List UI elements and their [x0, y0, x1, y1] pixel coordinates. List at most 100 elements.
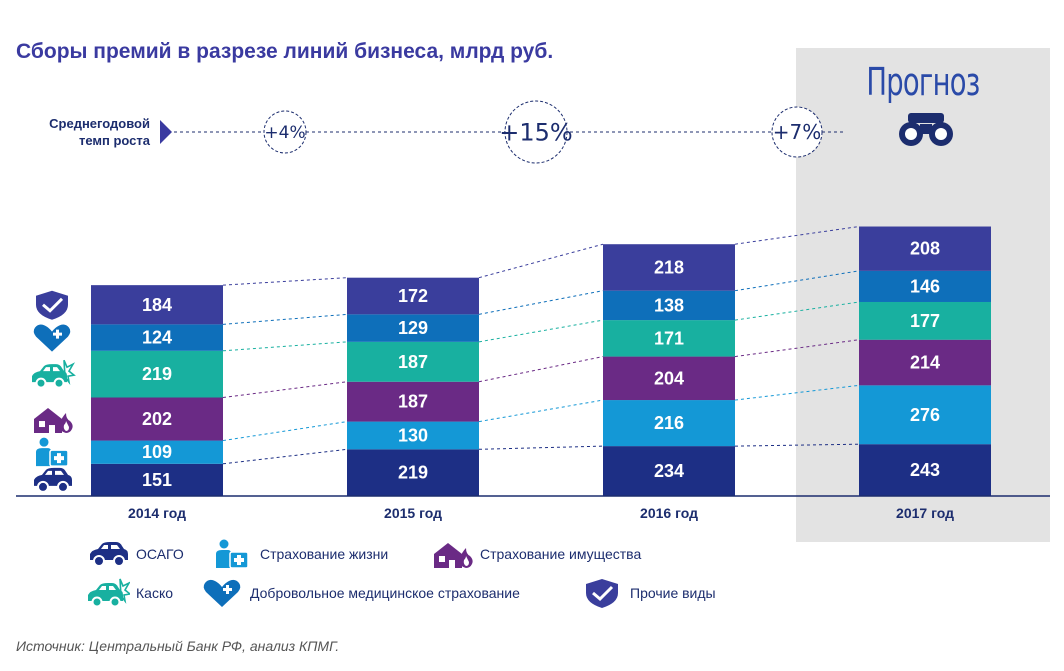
cagr-arrow-icon	[160, 120, 172, 144]
cagr-value: +4%	[264, 123, 305, 143]
value-label-life-4: 276	[910, 405, 940, 425]
connector-kasko	[478, 319, 604, 343]
bar-dms-1	[91, 324, 223, 351]
value-label-property-4: 214	[910, 353, 940, 373]
connector-osago	[734, 443, 860, 447]
value-label-osago-3: 234	[654, 461, 684, 481]
connector-kasko	[734, 301, 860, 321]
value-label-property-1: 202	[142, 409, 172, 429]
connector-other	[222, 277, 348, 286]
value-label-property-2: 187	[398, 392, 428, 412]
legend-label: Добровольное медицинское страхование	[250, 585, 520, 601]
legend-label: ОСАГО	[136, 546, 184, 562]
legend-item-kasko: Каско	[86, 577, 173, 609]
bar-property-1	[91, 397, 223, 441]
value-label-dms-3: 138	[654, 295, 684, 315]
bar-other-3	[603, 244, 735, 291]
connector-property	[734, 339, 860, 358]
source-note: Источник: Центральный Банк РФ, анализ КП…	[16, 638, 340, 654]
value-label-kasko-2: 187	[398, 352, 428, 372]
category-label: 2017 год	[896, 505, 954, 521]
connector-life	[222, 421, 348, 442]
house-fire-icon	[434, 543, 473, 568]
connector-life	[478, 399, 604, 423]
value-label-osago-1: 151	[142, 470, 172, 490]
category-label: 2014 год	[128, 505, 186, 521]
category-label: 2015 год	[384, 505, 442, 521]
car-crash-icon	[88, 578, 130, 608]
bar-dms-2	[347, 314, 479, 342]
bar-dms-3	[603, 290, 735, 321]
value-label-life-3: 216	[654, 413, 684, 433]
value-label-kasko-1: 219	[142, 364, 172, 384]
cagr-value: +15%	[499, 119, 572, 147]
forecast-label: Прогноз	[866, 60, 980, 104]
legend-label: Каско	[136, 585, 174, 601]
connector-life	[734, 384, 860, 401]
connector-dms	[734, 270, 860, 292]
shield-check-icon	[586, 579, 618, 608]
value-label-other-4: 208	[910, 239, 940, 259]
bar-life-4	[859, 385, 991, 445]
car-crash-icon	[32, 359, 76, 389]
house-fire-icon	[34, 408, 73, 434]
cagr-circle	[771, 106, 823, 158]
value-label-dms-1: 124	[142, 328, 172, 348]
legend-label: Прочие виды	[630, 585, 716, 601]
bar-life-2	[347, 421, 479, 450]
value-label-osago-2: 219	[398, 463, 428, 483]
connector-other	[734, 226, 860, 245]
bar-kasko-4	[859, 301, 991, 340]
value-label-osago-4: 243	[910, 460, 940, 480]
bar-life-3	[603, 400, 735, 447]
connector-property	[222, 381, 348, 398]
bar-life-1	[91, 440, 223, 464]
bar-other-1	[91, 285, 223, 325]
connector-osago	[222, 448, 348, 465]
legend-label: Страхование имущества	[480, 546, 642, 562]
category-label: 2016 год	[640, 505, 698, 521]
bar-other-4	[859, 226, 991, 271]
person-plus-icon	[216, 539, 249, 569]
value-label-other-2: 172	[398, 286, 428, 306]
bar-other-2	[347, 277, 479, 315]
value-label-dms-4: 146	[910, 276, 940, 296]
legend-item-osago: ОСАГО	[86, 538, 184, 570]
value-label-kasko-3: 171	[654, 328, 684, 348]
car-icon	[34, 467, 72, 493]
cagr-label-line2: темп роста	[78, 133, 150, 148]
heart-plus-icon	[203, 579, 241, 607]
value-label-kasko-4: 177	[910, 311, 940, 331]
legend-label: Страхование жизни	[260, 546, 389, 562]
connector-dms	[222, 313, 348, 325]
value-label-other-1: 184	[142, 295, 172, 315]
bar-kasko-2	[347, 341, 479, 382]
bar-osago-1	[91, 463, 223, 496]
bar-dms-4	[859, 270, 991, 302]
binoculars-icon	[899, 113, 953, 146]
chart-title: Сборы премий в разрезе линий бизнеса, мл…	[16, 40, 554, 63]
value-label-dms-2: 129	[398, 318, 428, 338]
cagr-label-line1: Среднегодовой	[49, 116, 150, 131]
value-label-other-3: 218	[654, 257, 684, 277]
value-label-life-2: 130	[398, 425, 428, 445]
legend-item-dms: Добровольное медицинское страхование	[200, 577, 520, 609]
bar-property-3	[603, 356, 735, 401]
bar-osago-2	[347, 449, 479, 496]
bar-osago-3	[603, 446, 735, 496]
cagr-label: Среднегодовой темп роста	[14, 115, 150, 149]
legend-item-property: Страхование имущества	[430, 538, 641, 570]
connector-property	[478, 356, 604, 383]
connector-osago	[478, 445, 604, 450]
bar-property-2	[347, 381, 479, 422]
bar-kasko-3	[603, 320, 735, 357]
connector-other	[478, 243, 604, 279]
cagr-value: +7%	[773, 120, 822, 144]
connector-dms	[478, 290, 604, 315]
bar-property-4	[859, 339, 991, 386]
value-label-property-3: 204	[654, 368, 684, 388]
bar-kasko-1	[91, 350, 223, 398]
cagr-circle	[504, 100, 568, 164]
cagr-circle	[263, 110, 307, 154]
